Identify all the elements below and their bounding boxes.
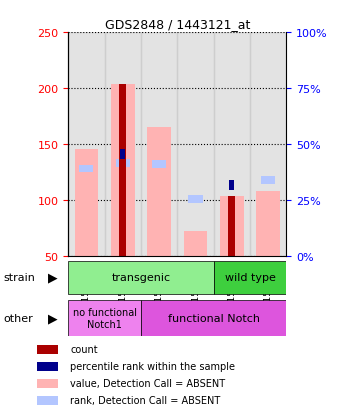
Bar [105,33,141,256]
Bar [141,33,177,256]
Bar [37,396,58,405]
Text: transgenic: transgenic [112,273,170,283]
Bar [120,150,125,159]
Bar [116,159,130,167]
Bar [37,345,58,354]
Text: value, Detection Call = ABSENT: value, Detection Call = ABSENT [70,378,225,388]
Text: no functional
Notch1: no functional Notch1 [73,307,137,329]
Bar [228,197,235,256]
Bar [261,176,275,184]
Text: percentile rank within the sample: percentile rank within the sample [70,361,235,371]
Text: wild type: wild type [225,273,276,283]
Bar [75,150,98,256]
Bar [229,181,235,191]
Text: functional Notch: functional Notch [168,313,260,323]
Text: count: count [70,344,98,354]
Bar [152,161,166,169]
Title: GDS2848 / 1443121_at: GDS2848 / 1443121_at [105,17,250,31]
Text: other: other [3,313,33,323]
Bar [177,33,214,256]
Bar [141,300,286,336]
Bar [220,197,244,256]
Bar [68,300,141,336]
Bar [147,128,171,256]
Bar [37,379,58,388]
Bar [250,33,286,256]
Bar [214,33,250,256]
Bar [214,261,286,294]
Bar [184,232,207,256]
Bar [37,362,58,371]
Text: ▶: ▶ [48,271,58,284]
Text: ▶: ▶ [48,311,58,325]
Text: rank, Detection Call = ABSENT: rank, Detection Call = ABSENT [70,395,220,405]
Bar [79,165,93,173]
Bar [111,84,135,256]
Bar [189,195,203,203]
Bar [256,191,280,256]
Bar [68,261,214,294]
Bar [68,33,105,256]
Bar [119,84,126,256]
Text: strain: strain [3,273,35,282]
